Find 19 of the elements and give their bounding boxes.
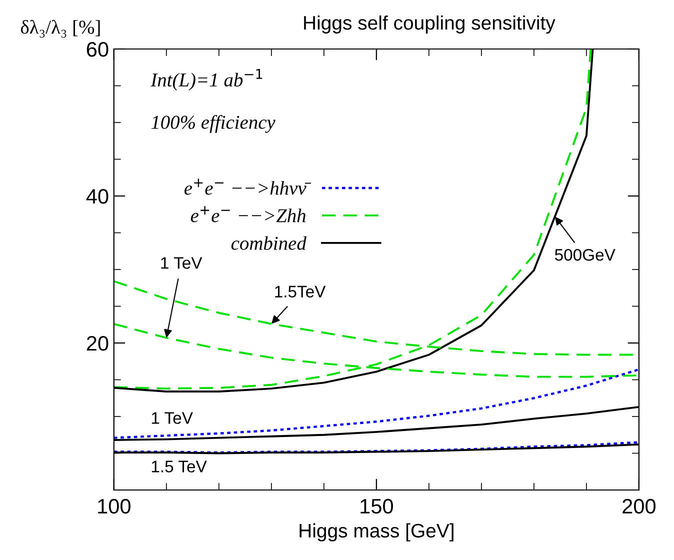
annotation: 100% efficiency — [151, 115, 276, 133]
legend-label: e$^{+}$e$^{−}$ −−>Zhh — [190, 206, 306, 222]
y-tick-label: 60 — [86, 42, 108, 57]
annotation: 1 TeV — [152, 412, 193, 424]
annotation: 500GeV — [554, 248, 616, 261]
y-tick-label: 40 — [86, 189, 108, 204]
x-axis-title: Higgs mass [GeV] — [300, 523, 454, 542]
annotation: 1.5 TeV — [152, 460, 207, 472]
legend-label: combined — [231, 236, 306, 250]
chart-title: Higgs self coupling sensitivity — [304, 15, 556, 34]
y-axis-title: δλ₃/λ₃ [%] — [20, 20, 100, 38]
annotation: 1 TeV — [161, 257, 202, 269]
legend-label: e$^{+}$e$^{−}$ −−>hhνν̄ — [184, 178, 312, 195]
x-tick-label: 150 — [360, 498, 393, 514]
y-tick-label: 20 — [86, 336, 108, 351]
x-tick-label: 200 — [622, 498, 656, 514]
annotation: Int(L)=1 ab$^{−1}$ — [150, 68, 262, 90]
x-tick-label: 100 — [98, 498, 130, 514]
annotation: 1.5TeV — [275, 286, 326, 298]
